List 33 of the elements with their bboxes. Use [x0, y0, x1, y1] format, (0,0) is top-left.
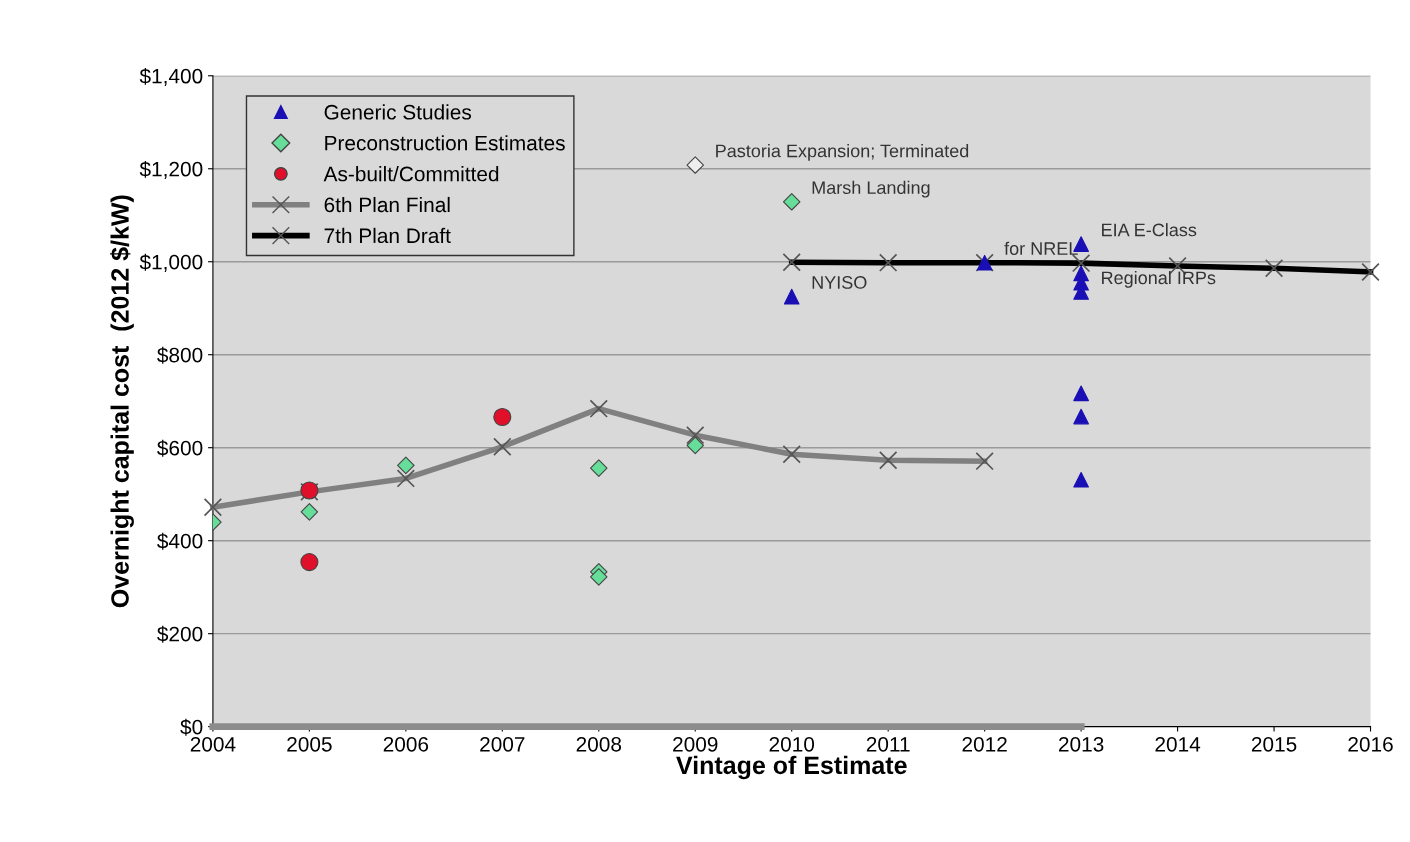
- x-tick-label: 2016: [1348, 736, 1393, 752]
- y-axis-title: Overnight capital cost (2012 $/kW): [110, 195, 134, 608]
- y-tick-label: $1,400: [139, 67, 203, 86]
- annotation: Pastoria Expansion; Terminated: [716, 144, 969, 161]
- x-tick-label: 2012: [962, 736, 1007, 752]
- annotation: Marsh Landing: [812, 180, 930, 198]
- x-tick-label: 2006: [383, 736, 429, 752]
- legend-label: 6th Plan Final: [324, 196, 450, 213]
- y-tick-label: $0: [180, 718, 203, 736]
- x-tick-label: 2004: [190, 736, 236, 752]
- x-axis-title: Vintage of Estimate: [676, 755, 907, 780]
- y-tick-label: $1,000: [139, 253, 203, 272]
- x-tick-label: 2013: [1059, 736, 1104, 752]
- annotation: EIA E-Class: [1102, 223, 1197, 237]
- y-tick-label: $800: [157, 346, 203, 364]
- annotation: NYISO: [812, 276, 867, 289]
- y-tick-label: $1,200: [139, 160, 203, 179]
- x-tick-label: 2009: [673, 736, 718, 752]
- annotation: Regional IRPs: [1102, 270, 1216, 288]
- legend-label: Generic Studies: [324, 104, 472, 120]
- x-tick-label: 2005: [287, 736, 332, 752]
- x-tick-label: 2015: [1251, 736, 1297, 752]
- y-tick-label: $200: [157, 625, 203, 643]
- x-tick-label: 2014: [1155, 736, 1201, 752]
- legend-label: 7th Plan Draft: [324, 227, 451, 244]
- legend-label: Preconstruction Estimates: [325, 135, 565, 151]
- x-tick-label: 2007: [480, 736, 525, 752]
- x-tick-label: 2010: [769, 736, 815, 752]
- x-tick-label: 2008: [576, 736, 622, 752]
- x-tick-label: 2011: [866, 736, 910, 752]
- y-tick-label: $400: [157, 532, 203, 550]
- legend-label: As-built/Committed: [323, 166, 499, 182]
- y-tick-label: $600: [157, 439, 203, 457]
